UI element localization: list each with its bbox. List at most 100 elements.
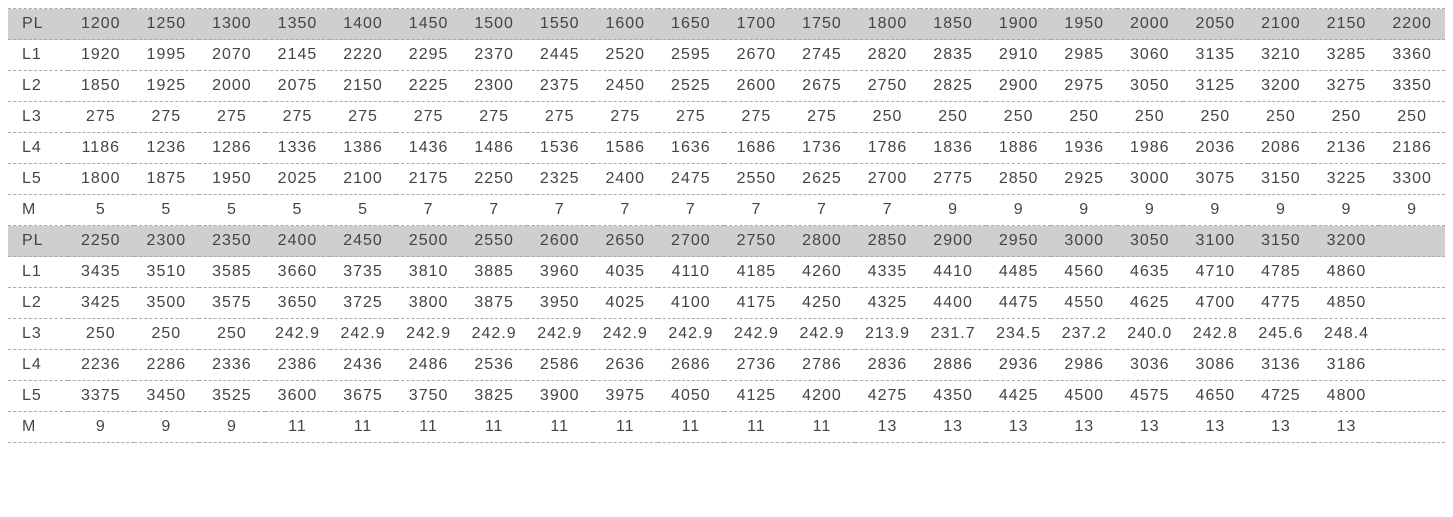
cell: 3510 [134,257,200,288]
cell: 9 [134,412,200,443]
cell: 2550 [724,164,790,195]
cell: 242.9 [724,319,790,350]
cell [1379,288,1445,319]
cell: 4575 [1117,381,1183,412]
cell: 250 [855,102,921,133]
row-label: L4 [8,133,68,164]
cell: 3900 [527,381,593,412]
cell: 13 [1051,412,1117,443]
cell: 2220 [330,40,396,71]
cell: 242.9 [330,319,396,350]
cell: 250 [1051,102,1117,133]
cell: 3186 [1314,350,1380,381]
row-label: L2 [8,71,68,102]
cell: 2100 [330,164,396,195]
cell: 2250 [461,164,527,195]
cell: 2800 [789,226,855,257]
table-row: L218501925200020752150222523002375245025… [8,71,1445,102]
cell: 250 [1379,102,1445,133]
cell: 2850 [855,226,921,257]
row-label: L5 [8,164,68,195]
cell: 2200 [1379,9,1445,40]
cell: 1486 [461,133,527,164]
cell: 242.9 [396,319,462,350]
cell: 2000 [199,71,265,102]
cell: 2820 [855,40,921,71]
cell: 275 [461,102,527,133]
cell: 2286 [134,350,200,381]
cell: 1886 [986,133,1052,164]
cell: 1586 [593,133,659,164]
cell: 242.9 [527,319,593,350]
cell: 2520 [593,40,659,71]
cell: 1850 [920,9,986,40]
cell: 2350 [199,226,265,257]
cell: 7 [593,195,659,226]
cell: 2450 [593,71,659,102]
cell: 2400 [593,164,659,195]
table-row: M555557777777799999999 [8,195,1445,226]
cell: 4175 [724,288,790,319]
cell: 2450 [330,226,396,257]
cell: 3275 [1314,71,1380,102]
cell: 1850 [68,71,134,102]
cell: 9 [920,195,986,226]
cell: 245.6 [1248,319,1314,350]
cell: 4775 [1248,288,1314,319]
cell: 3960 [527,257,593,288]
cell: 4200 [789,381,855,412]
table-row: PL22502300235024002450250025502600265027… [8,226,1445,257]
cell: 3100 [1183,226,1249,257]
cell: 3885 [461,257,527,288]
cell: 275 [68,102,134,133]
cell: 1450 [396,9,462,40]
cell: 2625 [789,164,855,195]
cell: 1336 [265,133,331,164]
cell: 1550 [527,9,593,40]
cell: 7 [789,195,855,226]
cell: 2075 [265,71,331,102]
cell: 1600 [593,9,659,40]
cell: 4025 [593,288,659,319]
cell: 4100 [658,288,724,319]
cell: 13 [1117,412,1183,443]
cell: 3950 [527,288,593,319]
cell: 2700 [658,226,724,257]
table-row: L422362286233623862436248625362586263626… [8,350,1445,381]
row-label: M [8,195,68,226]
cell: 2670 [724,40,790,71]
cell: 2686 [658,350,724,381]
cell: 1736 [789,133,855,164]
cell: 9 [1248,195,1314,226]
cell: 4700 [1183,288,1249,319]
cell: 275 [593,102,659,133]
row-label: PL [8,9,68,40]
cell: 250 [134,319,200,350]
cell: 1936 [1051,133,1117,164]
cell: 1200 [68,9,134,40]
cell: 5 [330,195,396,226]
cell: 275 [527,102,593,133]
cell: 2295 [396,40,462,71]
cell: 2236 [68,350,134,381]
cell: 1800 [855,9,921,40]
cell: 250 [1248,102,1314,133]
cell: 1950 [1051,9,1117,40]
cell: 2900 [986,71,1052,102]
cell: 2836 [855,350,921,381]
cell: 3225 [1314,164,1380,195]
cell: 3725 [330,288,396,319]
cell: 248.4 [1314,319,1380,350]
cell: 4860 [1314,257,1380,288]
cell: 242.8 [1183,319,1249,350]
cell: 2325 [527,164,593,195]
cell: 237.2 [1051,319,1117,350]
cell: 4850 [1314,288,1380,319]
cell: 213.9 [855,319,921,350]
cell: 11 [724,412,790,443]
cell: 1700 [724,9,790,40]
cell: 4560 [1051,257,1117,288]
cell: 13 [855,412,921,443]
cell: 2936 [986,350,1052,381]
cell: 2300 [461,71,527,102]
